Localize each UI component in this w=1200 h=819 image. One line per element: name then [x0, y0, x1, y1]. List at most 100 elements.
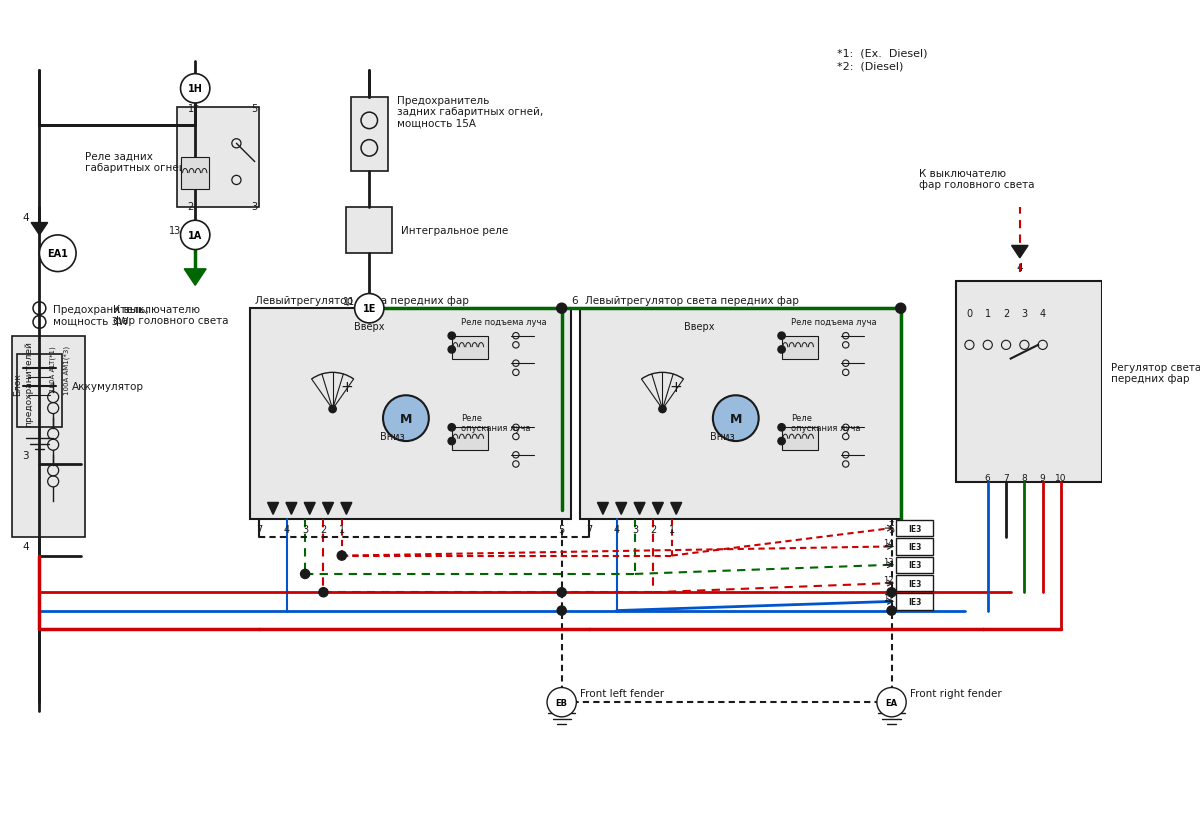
- Circle shape: [329, 406, 336, 413]
- Text: 2: 2: [192, 98, 198, 108]
- Text: +: +: [670, 379, 683, 394]
- Bar: [181, 158, 209, 190]
- Text: Предохранитель
задних габаритных огней,
мощность 15A: Предохранитель задних габаритных огней, …: [397, 96, 544, 129]
- Polygon shape: [268, 503, 278, 514]
- Text: IE3: IE3: [907, 579, 922, 588]
- Text: 1: 1: [187, 104, 193, 115]
- Text: К выключателю
фар головного света: К выключателю фар головного света: [919, 168, 1034, 190]
- Bar: [12, 337, 85, 537]
- Circle shape: [557, 697, 566, 708]
- Circle shape: [547, 688, 576, 717]
- Circle shape: [40, 236, 76, 272]
- Text: 1A: 1A: [188, 231, 203, 241]
- Bar: [451, 428, 488, 450]
- Text: Левыйтрегулятор света передних фар: Левыйтрегулятор света передних фар: [254, 296, 469, 306]
- Circle shape: [887, 697, 896, 708]
- Circle shape: [448, 438, 456, 446]
- Text: 1: 1: [985, 309, 991, 319]
- Bar: [781, 428, 818, 450]
- Text: 4: 4: [23, 542, 29, 552]
- Circle shape: [778, 424, 785, 432]
- Text: 12: 12: [883, 575, 893, 584]
- Text: M: M: [400, 412, 412, 425]
- Bar: [347, 208, 392, 254]
- Bar: [580, 309, 901, 519]
- Text: Блок
предохранителей: Блок предохранителей: [13, 341, 32, 427]
- Circle shape: [448, 424, 456, 432]
- Circle shape: [337, 551, 347, 560]
- Bar: [896, 520, 932, 536]
- Circle shape: [557, 606, 566, 615]
- Text: 6: 6: [985, 473, 991, 482]
- Text: 9: 9: [1040, 473, 1045, 482]
- Text: IE3: IE3: [907, 524, 922, 533]
- Text: 3: 3: [632, 524, 638, 534]
- Text: Реле задних
габаритных огней: Реле задних габаритных огней: [85, 152, 186, 173]
- Text: Вверх: Вверх: [354, 322, 384, 332]
- Text: Реле подъема луча: Реле подъема луча: [461, 318, 546, 327]
- Circle shape: [448, 346, 456, 354]
- Text: 5: 5: [888, 524, 895, 534]
- Text: 3: 3: [23, 450, 29, 460]
- Text: IE3: IE3: [907, 542, 922, 551]
- Circle shape: [887, 606, 896, 615]
- Text: К выключателю
фар головного света: К выключателю фар головного света: [113, 305, 228, 326]
- Circle shape: [557, 304, 566, 314]
- Polygon shape: [286, 503, 296, 514]
- Text: Предохранитель,
мощность 3W: Предохранитель, мощность 3W: [53, 305, 149, 326]
- Text: 1: 1: [668, 524, 674, 534]
- Bar: [896, 575, 932, 591]
- Circle shape: [300, 570, 310, 579]
- Text: 3: 3: [302, 524, 308, 534]
- Text: 3: 3: [252, 201, 258, 211]
- Text: M: M: [730, 412, 742, 425]
- Text: 100A AM1(*3): 100A AM1(*3): [64, 346, 70, 395]
- Polygon shape: [31, 224, 48, 236]
- Polygon shape: [1012, 247, 1028, 259]
- Text: 7: 7: [586, 524, 593, 534]
- Text: 0: 0: [966, 309, 972, 319]
- Circle shape: [713, 396, 758, 441]
- Text: 100A ALT(*1): 100A ALT(*1): [50, 346, 56, 391]
- Circle shape: [448, 333, 456, 340]
- Text: Front left fender: Front left fender: [580, 688, 664, 698]
- Text: 3: 3: [1021, 309, 1027, 319]
- Text: Вниз: Вниз: [380, 432, 404, 442]
- Text: 1: 1: [338, 524, 344, 534]
- Text: Левыйтрегулятор света передних фар: Левыйтрегулятор света передних фар: [584, 296, 798, 306]
- Circle shape: [778, 438, 785, 446]
- Text: 13: 13: [883, 557, 893, 566]
- Text: 4: 4: [23, 212, 29, 222]
- Circle shape: [778, 346, 785, 354]
- Text: IE3: IE3: [907, 597, 922, 606]
- Text: 10: 10: [1055, 473, 1067, 482]
- Bar: [896, 557, 932, 573]
- Bar: [896, 594, 932, 610]
- Text: 5: 5: [558, 524, 565, 534]
- Text: 11: 11: [883, 594, 893, 603]
- Bar: [350, 98, 388, 171]
- Text: 2: 2: [187, 201, 193, 211]
- Circle shape: [180, 75, 210, 104]
- Bar: [176, 107, 259, 208]
- Circle shape: [877, 688, 906, 717]
- Text: 11: 11: [343, 296, 355, 306]
- Text: +: +: [340, 379, 353, 394]
- Text: *1:  (Ex.  Diesel): *1: (Ex. Diesel): [836, 48, 928, 58]
- Text: Вниз: Вниз: [709, 432, 734, 442]
- Circle shape: [355, 294, 384, 324]
- Bar: [955, 282, 1103, 482]
- Text: 2: 2: [320, 524, 326, 534]
- Polygon shape: [653, 503, 664, 514]
- Text: 1H: 1H: [187, 84, 203, 94]
- Text: 2: 2: [650, 524, 656, 534]
- Text: *2:  (Diesel): *2: (Diesel): [836, 61, 902, 72]
- Text: Аккумулятор: Аккумулятор: [72, 382, 144, 391]
- Bar: [250, 309, 571, 519]
- Text: IE3: IE3: [907, 560, 922, 569]
- Bar: [451, 337, 488, 360]
- Text: 13: 13: [169, 226, 181, 236]
- Text: Интегральное реле: Интегральное реле: [401, 226, 509, 236]
- Text: EA: EA: [886, 698, 898, 707]
- Text: EB: EB: [556, 698, 568, 707]
